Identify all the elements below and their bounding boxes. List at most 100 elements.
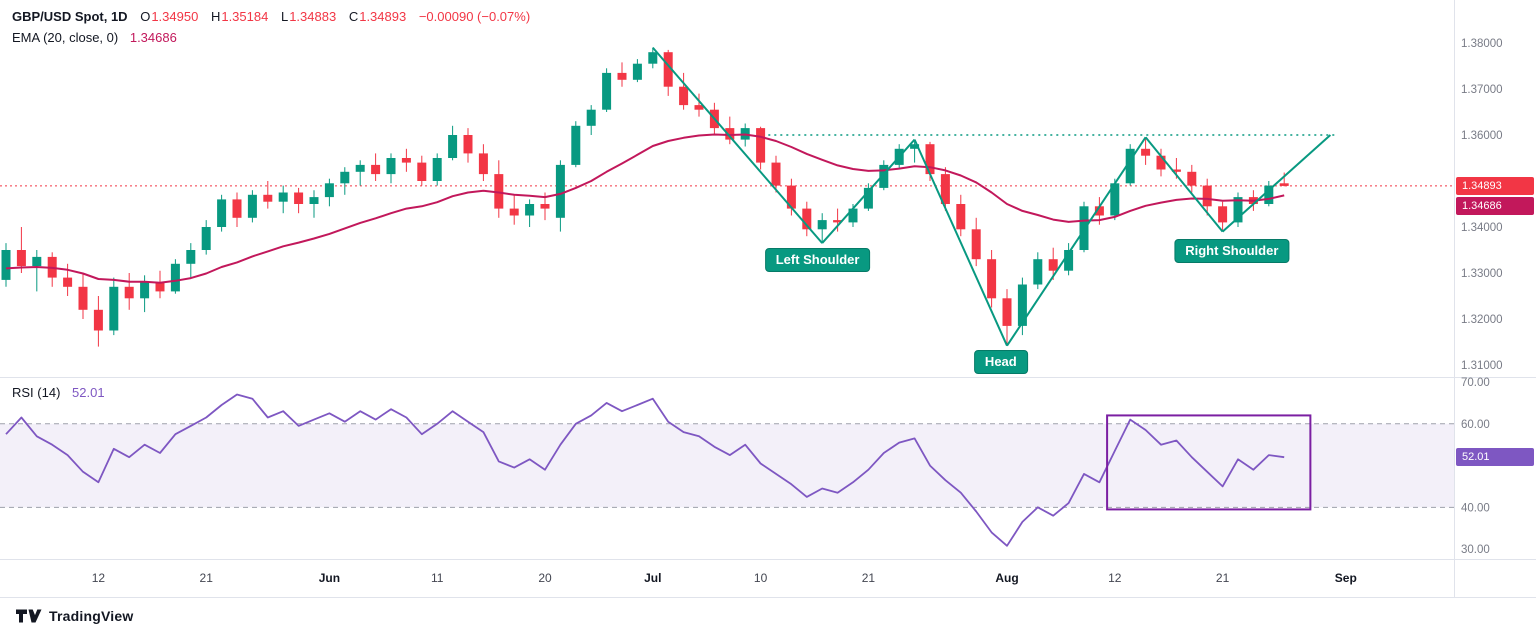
candle-body	[540, 204, 550, 209]
candle-body	[1094, 206, 1104, 216]
rsi-axis-label: 40.00	[1461, 502, 1490, 514]
rsi-axis-label: 30.00	[1461, 544, 1490, 556]
rsi-legend: RSI (14) 52.01	[12, 385, 105, 400]
candle-body	[278, 192, 288, 202]
time-axis-label: 21	[200, 571, 214, 585]
candle-body	[1048, 259, 1058, 271]
close-value: 1.34893	[359, 9, 407, 24]
candle-body	[771, 162, 781, 186]
candle-body	[555, 164, 565, 218]
rsi-highlight-box[interactable]	[1106, 414, 1312, 511]
time-axis[interactable]: 12 21 Jun 11 20 Jul 10 21 Aug 12 21 Sep	[92, 571, 1357, 585]
pattern-trendline[interactable]	[1144, 136, 1224, 233]
time-axis-label: Jul	[644, 571, 661, 585]
change-value: −0.00090 (−0.07%)	[418, 9, 531, 24]
candle-series	[1, 47, 1289, 347]
candle-body	[956, 204, 966, 230]
candle-body	[247, 194, 257, 218]
candle-body	[863, 187, 873, 209]
rsi-indicator-value: 52.01	[72, 385, 105, 400]
candle-body	[571, 125, 581, 165]
rsi-band-fill	[0, 423, 1454, 508]
candle-body	[725, 128, 735, 140]
symbol-row: GBP/USD Spot, 1D O1.34950 H1.35184 L1.34…	[12, 10, 530, 23]
pattern-trendline[interactable]	[652, 46, 823, 244]
low-value: 1.34883	[289, 9, 337, 24]
right-shoulder-label[interactable]: Right Shoulder	[1174, 238, 1290, 263]
time-axis-label: 12	[1108, 571, 1122, 585]
rsi-axis-label: 70.00	[1461, 377, 1490, 389]
ema-row: EMA (20, close, 0) 1.34686	[12, 31, 530, 44]
candle-body	[186, 250, 196, 264]
high-value: 1.35184	[221, 9, 269, 24]
candle-body	[78, 286, 88, 310]
candle-body	[417, 162, 427, 181]
candle-body	[155, 282, 165, 292]
candle-body	[694, 105, 704, 110]
candle-body	[170, 263, 180, 292]
tradingview-brand-text[interactable]: TradingView	[49, 608, 134, 624]
candle-body	[494, 174, 504, 209]
candle-body	[1279, 183, 1289, 186]
rsi-line[interactable]	[5, 393, 1285, 547]
candle-body	[617, 72, 627, 80]
candle-body	[1264, 185, 1274, 204]
candle-body	[940, 174, 950, 204]
price-axis-label: 1.33000	[1461, 268, 1503, 280]
candle-body	[263, 194, 273, 202]
ema-line[interactable]	[5, 133, 1285, 284]
head-label[interactable]: Head	[973, 350, 1028, 375]
tradingview-logo-icon[interactable]	[16, 607, 42, 625]
candle-body	[371, 164, 381, 175]
candle-body	[786, 185, 796, 209]
pattern-trendline[interactable]	[1221, 134, 1332, 233]
bottom-toolbar: TradingView	[0, 598, 1536, 634]
pattern-trendline[interactable]	[913, 139, 1008, 347]
left-shoulder-label[interactable]: Left Shoulder	[764, 248, 871, 273]
candle-body	[401, 158, 411, 163]
candle-body	[324, 183, 334, 198]
time-axis-label: 20	[538, 571, 552, 585]
head-text: Head	[984, 354, 1017, 370]
candle-body	[509, 208, 519, 216]
candle-body	[879, 164, 889, 188]
rsi-axis-label: 60.00	[1461, 419, 1490, 431]
ema-indicator-value: 1.34686	[129, 30, 177, 45]
candle-body	[648, 52, 658, 64]
candle-body	[910, 144, 920, 149]
candle-body	[1, 250, 11, 280]
open-value: 1.34950	[151, 9, 199, 24]
candle-body	[1017, 284, 1027, 326]
candle-body	[1141, 148, 1151, 156]
candle-body	[63, 277, 73, 287]
candle-body	[1002, 298, 1012, 326]
ema-indicator-label[interactable]: EMA (20, close, 0)	[12, 30, 119, 45]
candle-body	[32, 256, 42, 267]
candle-body	[802, 208, 812, 230]
candle-body	[478, 153, 488, 175]
price-axis-label: 1.38000	[1461, 38, 1503, 50]
candle-body	[586, 109, 596, 126]
pattern-trendline[interactable]	[821, 138, 916, 244]
time-axis-label: 12	[92, 571, 106, 585]
symbol-title[interactable]: GBP/USD Spot, 1D	[12, 9, 128, 24]
price-axis-label: 1.32000	[1461, 314, 1503, 326]
close-label: C	[348, 9, 359, 24]
candle-body	[756, 128, 766, 163]
rsi-value-badge: 52.01	[1456, 448, 1534, 467]
candle-body	[93, 309, 103, 331]
time-axis-label: Jun	[319, 571, 340, 585]
candle-body	[109, 286, 119, 331]
candle-body	[386, 158, 396, 175]
time-axis-label: Aug	[995, 571, 1018, 585]
candle-body	[1218, 206, 1228, 223]
candle-body	[140, 282, 150, 299]
rsi-pane	[0, 423, 1454, 508]
price-axis[interactable]: 1.38000 1.37000 1.36000 1.34000 1.33000 1.320…	[1461, 38, 1503, 556]
candle-body	[987, 259, 997, 299]
pattern-trendline[interactable]	[1006, 136, 1147, 347]
candle-body	[1110, 183, 1120, 216]
candle-body	[663, 52, 673, 87]
rsi-indicator-label[interactable]: RSI (14)	[12, 385, 61, 400]
